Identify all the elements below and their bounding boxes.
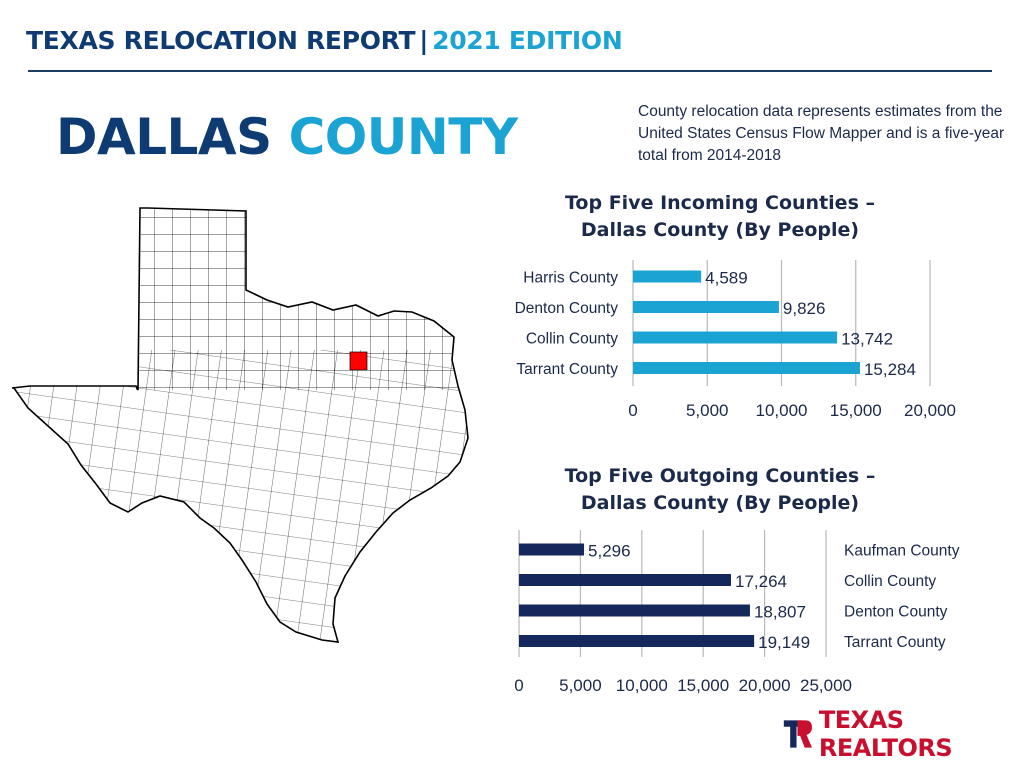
data-label: 9,826 [783, 299, 826, 318]
county-title-suffix: COUNTY [288, 108, 518, 166]
bar [519, 574, 732, 586]
title-separator: | [419, 26, 429, 55]
x-tick-label: 0 [514, 676, 523, 695]
x-tick-label: 20,000 [904, 401, 956, 420]
data-label: 17,264 [735, 572, 787, 591]
data-source-note: County relocation data represents estima… [638, 103, 1005, 164]
county-title-name: DALLAS [56, 108, 272, 166]
x-tick-label: 15,000 [677, 676, 729, 695]
bar [633, 301, 779, 313]
x-tick-label: 5,000 [686, 401, 729, 420]
category-label: Collin County [844, 573, 936, 590]
bar [519, 604, 750, 617]
category-label: Tarrant County [516, 361, 618, 378]
report-edition: 2021 EDITION [432, 26, 623, 55]
bar [519, 635, 755, 647]
bar [633, 331, 838, 344]
bar [519, 543, 585, 556]
data-label: 18,807 [754, 603, 806, 622]
incoming-chart-title: Top Five Incoming Counties – Dallas Coun… [564, 192, 875, 241]
x-tick-label: 10,000 [756, 401, 808, 420]
category-label: Kaufman County [844, 543, 960, 560]
category-label: Collin County [526, 331, 618, 348]
x-tick-label: 25,000 [800, 676, 852, 695]
x-tick-label: 5,000 [559, 676, 602, 695]
report-title: TEXAS RELOCATION REPORT [26, 26, 416, 55]
x-tick-label: 20,000 [739, 676, 791, 695]
data-label: 5,296 [588, 542, 631, 561]
data-label: 13,742 [841, 330, 893, 349]
outgoing-counties-chart: 0 5,000 10,000 15,000 20,000 25,000 19,149 Tarr… [514, 530, 960, 695]
texas-realtors-logo-mark-icon [783, 720, 812, 748]
outgoing-chart-title: Top Five Outgoing Counties – Dallas Coun… [564, 465, 876, 514]
category-label: Tarrant County [844, 634, 946, 651]
x-tick-label: 0 [628, 401, 637, 420]
texas-county-map [11, 207, 469, 643]
category-label: Denton County [515, 300, 619, 317]
x-tick-label: 15,000 [830, 401, 882, 420]
category-label: Harris County [523, 270, 618, 287]
data-label: 19,149 [758, 633, 810, 652]
dallas-county-highlight [349, 351, 368, 371]
county-title: DALLAS COUNTY [56, 108, 518, 166]
incoming-counties-chart: 0 5,000 10,000 15,000 20,000 15,284 Tarrant Co… [515, 260, 956, 420]
data-label: 15,284 [864, 360, 916, 379]
bar [633, 362, 860, 374]
report-header: TEXAS RELOCATION REPORT | 2021 EDITION [26, 26, 623, 60]
x-tick-label: 10,000 [616, 676, 668, 695]
texas-realtors-logo: TEXAS REALTORS [782, 706, 1024, 762]
data-label: 4,589 [705, 269, 748, 288]
texas-realtors-logo-text: TEXAS REALTORS [818, 706, 953, 762]
category-label: Denton County [844, 604, 948, 621]
bar [633, 270, 702, 283]
header-divider [28, 70, 992, 72]
